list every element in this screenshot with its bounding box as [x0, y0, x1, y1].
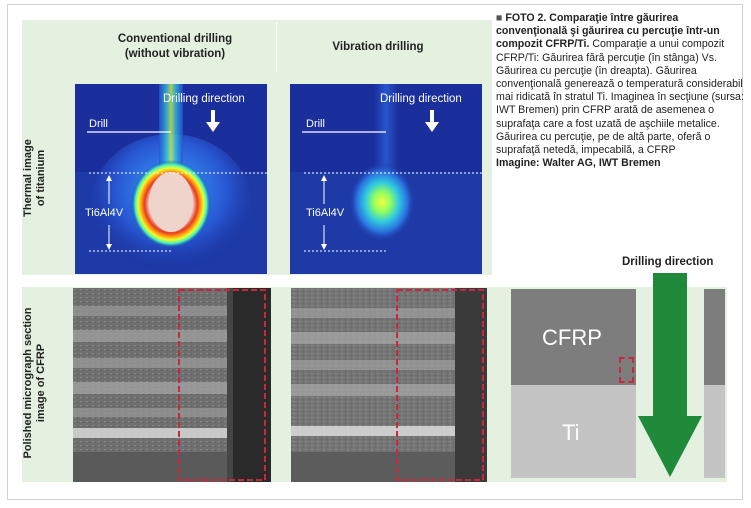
header-conventional: Conventional drilling (without vibration…: [117, 33, 233, 60]
ti-layer-right: [704, 385, 725, 478]
caption-bullet: ■: [496, 12, 503, 24]
material-label-vibration: Ti6Al4V: [306, 207, 345, 219]
caption-credit: Imagine: Walter AG, IWT Bremen: [496, 157, 661, 170]
figure-frame: [7, 4, 743, 500]
micrograph-image-conventional: [73, 288, 271, 482]
row-label-micrograph: Polished micrograph section image of CFR…: [22, 307, 47, 459]
thermal-image-conventional: Drilling direction Drill Ti6Al4V: [75, 84, 267, 274]
thermal-plot-conventional: [75, 84, 267, 274]
drill-label-vibration: Drill: [306, 118, 325, 130]
drilling-direction-arrow-icon: [638, 273, 702, 477]
header-divider: [276, 22, 277, 72]
detail-box-marker: [619, 357, 634, 383]
drilling-direction-label-diagram: Drilling direction: [622, 256, 714, 268]
micrograph-conventional: [73, 288, 271, 482]
material-label-conventional: Ti6Al4V: [85, 207, 124, 219]
header-vibration: Vibration drilling: [332, 40, 424, 53]
thermal-plot-vibration: [290, 84, 482, 274]
drilling-direction-label-conventional: Drilling direction: [163, 93, 245, 105]
figure-caption: ■ FOTO 2. Comparaţie între găurirea conv…: [496, 12, 744, 170]
cfrp-label: CFRP: [542, 325, 602, 350]
cfrp-layer-right: [704, 289, 725, 385]
row-label-thermal: Thermal image of titanium: [22, 139, 47, 217]
micrograph-image-vibration: [291, 288, 487, 482]
drill-label-conventional: Drill: [89, 118, 108, 130]
caption-body: Comparaţie a unui compozit CFRP/Ti: Găur…: [496, 38, 744, 157]
ti-label: Ti: [562, 420, 580, 445]
ti-layer: [511, 385, 636, 478]
micrograph-vibration: [291, 288, 487, 482]
caption-title: FOTO 2. Comparaţie între găurirea conven…: [496, 12, 720, 51]
drilling-direction-label-vibration: Drilling direction: [380, 93, 462, 105]
thermal-image-vibration: Drilling direction Drill Ti6Al4V: [290, 84, 482, 274]
cfrp-layer: [511, 289, 636, 385]
